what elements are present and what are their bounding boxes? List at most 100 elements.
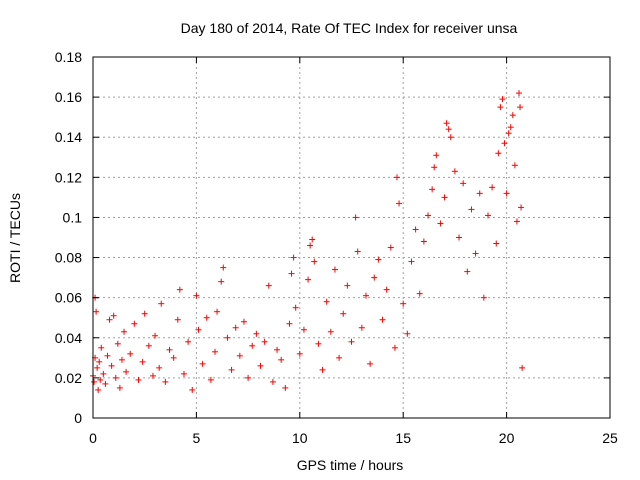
x-tick-label: 25 [602, 430, 618, 446]
x-axis-label: GPS time / hours [297, 457, 404, 473]
data-point [393, 174, 400, 181]
data-point [212, 348, 219, 355]
data-point [224, 334, 231, 341]
chart-title: Day 180 of 2014, Rate Of TEC Index for r… [181, 20, 518, 36]
data-point [358, 324, 365, 331]
data-point [518, 204, 525, 211]
data-point [400, 300, 407, 307]
data-point [199, 360, 206, 367]
data-point [468, 206, 475, 213]
data-point [236, 352, 243, 359]
data-point [274, 346, 281, 353]
data-point [354, 248, 361, 255]
data-point [282, 384, 289, 391]
data-point [416, 290, 423, 297]
data-points [90, 90, 526, 393]
data-point [108, 362, 115, 369]
data-point [331, 266, 338, 273]
data-point [340, 310, 347, 317]
x-tick-label: 5 [193, 430, 201, 446]
data-point [114, 340, 121, 347]
data-point [240, 318, 247, 325]
data-point [162, 378, 169, 385]
data-point [509, 112, 516, 119]
data-point [118, 356, 125, 363]
data-point [456, 234, 463, 241]
x-tick-label: 20 [499, 430, 515, 446]
data-point [464, 268, 471, 275]
data-point [443, 120, 450, 127]
data-point [292, 304, 299, 311]
y-tick-label: 0.08 [55, 250, 82, 266]
data-point [327, 328, 334, 335]
data-point [100, 370, 107, 377]
data-point [489, 184, 496, 191]
data-point [517, 104, 524, 111]
data-point [185, 338, 192, 345]
data-point [309, 236, 316, 243]
data-point [93, 308, 100, 315]
data-point [94, 364, 101, 371]
data-point [220, 264, 227, 271]
data-point [336, 354, 343, 361]
data-point [319, 366, 326, 373]
data-point [145, 342, 152, 349]
data-point [472, 250, 479, 257]
data-point [460, 180, 467, 187]
data-point [447, 134, 454, 141]
data-point [425, 212, 432, 219]
data-point [493, 240, 500, 247]
data-point [379, 316, 386, 323]
data-point [278, 356, 285, 363]
data-point [412, 226, 419, 233]
data-point [480, 294, 487, 301]
data-point [91, 378, 98, 385]
data-point [193, 292, 200, 299]
data-point [265, 282, 272, 289]
tick-marks [92, 56, 611, 419]
y-axis-label: ROTI / TECUs [7, 193, 23, 283]
y-tick-label: 0.18 [55, 49, 82, 65]
data-point [180, 370, 187, 377]
y-tick-label: 0.14 [55, 129, 82, 145]
data-point [408, 258, 415, 265]
data-point [348, 338, 355, 345]
data-point [141, 310, 148, 317]
data-point [174, 316, 181, 323]
data-point [189, 386, 196, 393]
data-point [228, 366, 235, 373]
data-point [245, 374, 252, 381]
x-tick-label: 0 [89, 430, 97, 446]
data-point [501, 140, 508, 147]
x-tick-label: 10 [292, 430, 308, 446]
data-point [391, 344, 398, 351]
data-point [507, 124, 514, 131]
data-point [96, 358, 103, 365]
data-point [362, 292, 369, 299]
y-tick-label: 0.04 [55, 330, 82, 346]
data-point [253, 330, 260, 337]
data-point [152, 332, 159, 339]
data-point [95, 386, 102, 393]
data-point [207, 376, 214, 383]
data-point [127, 350, 134, 357]
data-point [286, 320, 293, 327]
data-point [116, 384, 123, 391]
data-point [112, 374, 119, 381]
data-point [269, 378, 276, 385]
data-point [106, 316, 113, 323]
data-point [371, 274, 378, 281]
data-point [305, 276, 312, 283]
data-point [383, 286, 390, 293]
data-point [123, 368, 130, 375]
data-point [352, 214, 359, 221]
data-point [476, 190, 483, 197]
data-point [375, 256, 382, 263]
data-point [505, 130, 512, 137]
data-point [288, 270, 295, 277]
plot-border [92, 56, 611, 419]
data-point [307, 242, 314, 249]
y-tick-label: 0.02 [55, 370, 82, 386]
y-tick-label: 0.12 [55, 169, 82, 185]
